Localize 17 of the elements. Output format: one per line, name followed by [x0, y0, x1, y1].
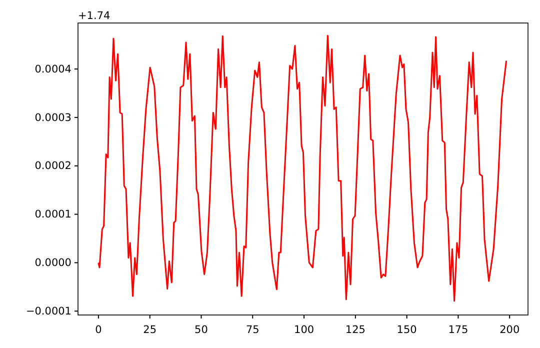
y-tick-label: 0.0004: [34, 63, 72, 76]
x-tick-label: 50: [194, 324, 208, 336]
x-tick-label: 0: [95, 324, 102, 336]
x-tick-label: 100: [294, 324, 314, 336]
line-series: [98, 34, 508, 302]
x-tick-label: 25: [143, 324, 157, 336]
x-tick-label: 200: [500, 324, 520, 336]
y-tick-label: 0.0001: [34, 208, 72, 221]
x-tick-label: 175: [448, 324, 468, 336]
x-tick-label: 150: [396, 324, 417, 336]
text: +1.74: [78, 10, 110, 22]
x-tick-label: 125: [345, 324, 366, 336]
x-tick-label: 75: [246, 324, 260, 336]
y-tick-label: 0.0002: [34, 160, 72, 172]
y-tick-label: 0.0003: [34, 112, 72, 124]
y-tick-label: −0.0001: [26, 305, 72, 318]
y-tick-label: 0.0000: [34, 257, 72, 270]
